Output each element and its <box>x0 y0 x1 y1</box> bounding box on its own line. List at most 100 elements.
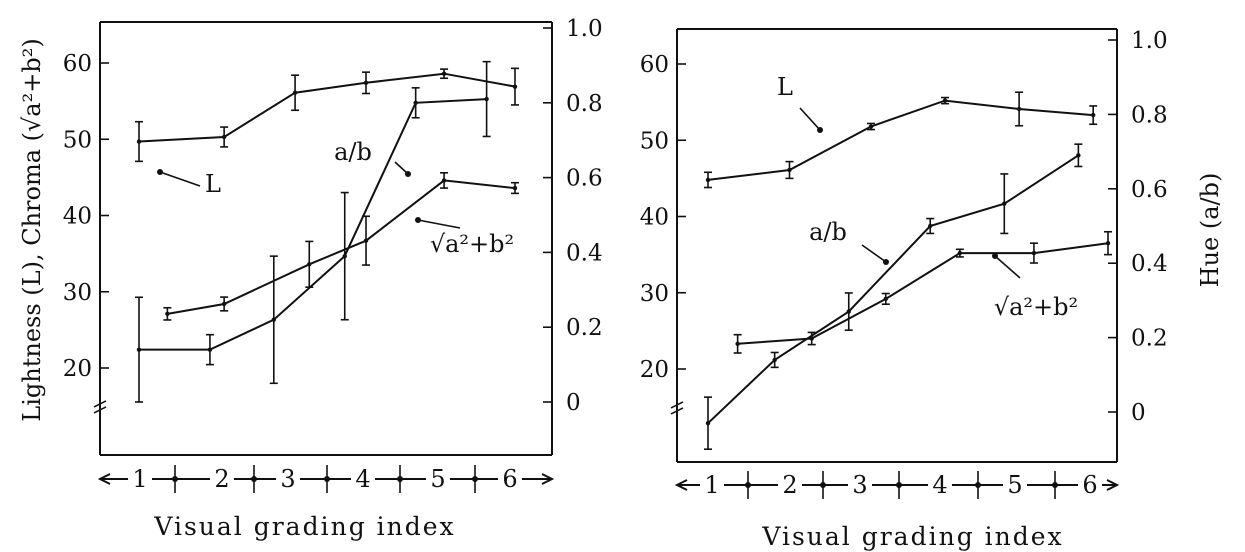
data-point <box>942 98 948 103</box>
series-label: L <box>205 170 221 198</box>
annotation-arrowhead <box>415 217 421 223</box>
data-point <box>512 185 518 191</box>
series-line-1 <box>737 242 1109 345</box>
data-point <box>292 90 298 95</box>
data-point <box>207 347 213 352</box>
x-tick-label: 4 <box>932 471 947 499</box>
left-y-axis-label: Lightness (L), Chroma (√a²+b²) <box>18 38 46 421</box>
index-divider-dot <box>251 476 257 482</box>
x-tick-label: 4 <box>355 465 370 493</box>
data-point <box>957 250 963 256</box>
series-line-2 <box>139 98 487 351</box>
data-point <box>363 238 369 243</box>
x-tick-label: 3 <box>280 465 295 493</box>
x-tick-label: 5 <box>430 465 445 493</box>
series-line-1 <box>167 179 516 315</box>
annotation-leader <box>417 219 461 229</box>
data-point <box>136 347 142 352</box>
data-point <box>307 262 312 267</box>
data-point <box>484 96 489 102</box>
data-point <box>221 134 227 140</box>
x-tick-label: 6 <box>1082 471 1097 499</box>
data-point <box>772 357 777 363</box>
right-y-tick-label: 0.6 <box>566 166 603 192</box>
x-tick-label-bg <box>426 465 450 493</box>
right-y-tick-label: 0.8 <box>1131 102 1168 128</box>
annotation-arrowhead <box>883 259 889 265</box>
right-y-tick-label: 0.6 <box>1131 177 1168 203</box>
data-point <box>363 80 369 86</box>
left-y-tick-label: 20 <box>640 357 669 383</box>
right-y-tick-label: 0.8 <box>566 91 603 117</box>
index-divider-dot <box>397 476 403 482</box>
annotation-arrowhead <box>157 169 163 175</box>
series-label: L <box>777 73 793 101</box>
index-divider-dot <box>324 476 330 482</box>
series-label: a/b <box>809 218 847 246</box>
series-label: √a²+b² <box>430 230 514 258</box>
data-point <box>1016 106 1022 112</box>
x-tick-label: 1 <box>704 471 719 499</box>
x-tick-label: 6 <box>502 465 517 493</box>
annotation-arrowhead <box>817 127 823 133</box>
x-tick-label: 2 <box>214 465 229 493</box>
left-y-tick-label: 40 <box>63 204 92 230</box>
x-axis-label: Visual grading index <box>153 512 455 541</box>
data-point <box>342 253 347 259</box>
series-line-0 <box>707 99 1094 181</box>
axis-break-mark <box>670 401 684 415</box>
data-point <box>441 178 447 183</box>
x-tick-label-bg <box>128 465 152 493</box>
data-point <box>868 124 874 129</box>
annotation-arrowhead <box>405 171 411 177</box>
right-y-tick-label: 0.4 <box>566 240 603 266</box>
x-tick-label-bg <box>1003 471 1027 499</box>
index-divider-dot <box>172 476 178 482</box>
index-divider-dot <box>975 482 981 488</box>
index-strip-arrow-left <box>97 473 111 485</box>
x-tick-label: 5 <box>1007 471 1022 499</box>
right-y-tick-label: 0 <box>566 390 581 416</box>
left-y-tick-label: 50 <box>640 128 669 154</box>
data-point <box>221 301 227 307</box>
right-y-tick-label: 1.0 <box>566 16 603 42</box>
index-divider-dot <box>1052 482 1058 488</box>
axis-break-mark <box>93 400 107 414</box>
left-y-tick-label: 40 <box>640 205 669 231</box>
x-tick-label: 3 <box>852 471 867 499</box>
series-line-0 <box>138 72 516 143</box>
x-tick-label-bg <box>928 471 952 499</box>
index-divider-dot <box>472 476 478 482</box>
data-point <box>705 177 711 183</box>
series-line-2 <box>707 154 1079 424</box>
x-tick-label-bg <box>210 465 234 493</box>
data-point <box>846 309 851 314</box>
index-strip-arrow-left <box>674 479 688 491</box>
data-point <box>735 341 740 347</box>
data-point <box>787 167 792 173</box>
right-y-tick-label: 0.2 <box>1131 326 1168 352</box>
annotation-leader <box>861 244 887 263</box>
data-point <box>1002 201 1007 206</box>
left-y-tick-label: 60 <box>63 51 92 77</box>
data-point <box>1076 153 1081 158</box>
data-point <box>512 84 518 89</box>
index-divider-dot <box>745 482 751 488</box>
data-point <box>883 296 888 302</box>
right-chart: 20 30 40 50 60 0 0.2 0.4 0.6 0.8 1.0 1 2 3 4 5 6 Visual g… <box>640 28 1224 551</box>
right-y-tick-label: 0.2 <box>566 315 603 341</box>
left-y-tick-label: 30 <box>63 280 92 306</box>
series-label: √a²+b² <box>994 293 1078 321</box>
data-point <box>1105 240 1111 246</box>
x-tick-label-bg <box>1078 471 1102 499</box>
x-tick-label-bg <box>700 471 724 499</box>
data-point <box>165 311 170 317</box>
right-y-tick-label: 0 <box>1131 400 1146 426</box>
left-y-tick-label: 20 <box>63 356 92 382</box>
x-tick-label-bg <box>848 471 872 499</box>
right-y-axis-label: Hue (a/b) <box>1196 173 1224 288</box>
right-y-tick-label: 1.0 <box>1131 28 1168 54</box>
x-tick-label-bg <box>778 471 802 499</box>
x-axis-label: Visual grading index <box>761 522 1063 551</box>
